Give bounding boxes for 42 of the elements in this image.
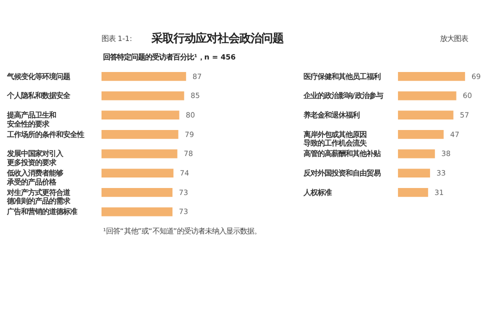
y-tick-label: 对生产方式更符合道德准则的产品的需求 bbox=[6, 188, 71, 206]
bar bbox=[398, 110, 454, 120]
y-tick-label: 离岸外包或其他原因导致的工作机会流失 bbox=[302, 130, 368, 148]
data-label: 47 bbox=[450, 130, 460, 139]
text: 采取行动应对社会政治问题 bbox=[150, 32, 284, 45]
data-label: 74 bbox=[180, 168, 190, 178]
chart-subtitle: 回答特定问题的受访者百分比¹，n = 456 bbox=[103, 52, 236, 62]
y-tick-label: 企业的政治影响/政治参与 bbox=[302, 91, 383, 100]
data-label: 80 bbox=[186, 110, 196, 120]
data-label: 85 bbox=[190, 91, 200, 100]
data-label: 73 bbox=[178, 188, 189, 197]
y-tick-label: 低收入消费者能够承受的产品价格 bbox=[6, 168, 63, 186]
bar bbox=[398, 91, 456, 100]
y-tick-label: 反对外国投资和自由贸易 bbox=[302, 168, 380, 178]
y-tick-label: 发展中国家对引入更多投资的要求 bbox=[6, 149, 64, 168]
y-tick-label: 人权标准 bbox=[302, 188, 332, 197]
data-label: 60 bbox=[462, 91, 472, 100]
bar bbox=[398, 168, 430, 178]
data-label: 73 bbox=[178, 207, 189, 216]
bar bbox=[398, 149, 435, 158]
text: 图表 1-1: bbox=[102, 34, 132, 44]
y-tick-label: 医疗保健和其他员工福利 bbox=[303, 72, 380, 81]
y-tick-label: 高管的高薪酬和其他补贴 bbox=[303, 149, 380, 158]
bar bbox=[398, 72, 466, 81]
data-label: 57 bbox=[460, 110, 470, 120]
y-tick-label: 提高产品卫生和安全性的要求 bbox=[6, 110, 56, 128]
y-tick-label: 个人隐私和数据安全 bbox=[6, 91, 71, 100]
data-label: 69 bbox=[472, 72, 482, 81]
bar bbox=[398, 188, 428, 197]
y-tick-label: 广告和营销的道德标准 bbox=[6, 207, 77, 216]
data-label: 87 bbox=[192, 72, 202, 81]
data-label: 31 bbox=[434, 188, 444, 197]
data-label: 79 bbox=[184, 130, 194, 139]
data-label: 38 bbox=[441, 149, 451, 158]
data-label: 33 bbox=[436, 168, 446, 178]
y-tick-label: 气候变化等环境问题 bbox=[6, 72, 70, 81]
y-tick-label: 养老金和退休福利 bbox=[303, 110, 360, 120]
text: ¹回答“其他”或“不知道”的受访者未纳入显示数据。 bbox=[103, 226, 262, 236]
text: 放大图表 bbox=[440, 34, 468, 44]
bar bbox=[398, 130, 444, 139]
y-tick-label: 工作场所的条件和安全性 bbox=[6, 130, 84, 139]
data-label: 78 bbox=[184, 149, 194, 158]
